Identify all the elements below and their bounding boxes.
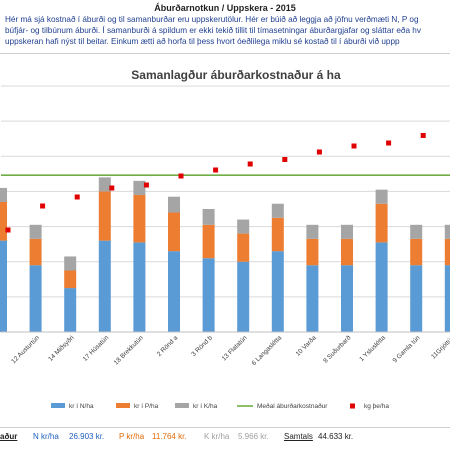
intro-line: uppskeran hafi nýst til beitar. Einkum æ… (5, 37, 400, 46)
k-cost-value: 5.966 kr. (238, 432, 269, 441)
category-label: 17 Húsatún (82, 334, 111, 363)
category-label: 12 Austurtún (10, 334, 41, 365)
bar-segment (237, 233, 250, 262)
yield-marker (386, 140, 392, 146)
bar-segment (341, 238, 353, 266)
bar-segment (29, 265, 42, 332)
p-cost-value: 11.764 kr. (152, 432, 187, 441)
bar-segment (375, 203, 388, 243)
bar-segment (0, 187, 7, 202)
bar-segment (168, 212, 180, 252)
legend-swatch (350, 403, 355, 409)
n-cost-value: 26.903 kr. (69, 432, 105, 441)
yield-marker (5, 227, 11, 233)
bar-segment (64, 270, 77, 289)
bar-segment (410, 238, 423, 266)
legend-swatch (116, 403, 130, 408)
category-label: 6 Langaslétta (251, 334, 284, 367)
n-cost-label: N kr/ha (33, 432, 59, 441)
bar-segment (133, 180, 146, 195)
bar-segment (306, 238, 319, 266)
bar-segment (98, 177, 111, 192)
bar-segment (444, 265, 450, 332)
totals-row: aður N kr/ha 26.903 kr. P kr/ha 11.764 k… (0, 432, 450, 446)
bar-segment (202, 258, 215, 332)
bar-segment (375, 242, 388, 332)
legend-swatch (175, 403, 189, 408)
bar-segment (271, 203, 284, 218)
bar-segment (237, 261, 250, 332)
yield-marker (282, 157, 288, 162)
bar-segment (168, 196, 180, 213)
bar-segment (64, 288, 77, 332)
bar-segment (29, 224, 42, 239)
fertilizer-cost-chart: 12 Austurtún 14 Miðsyðri 17 Húsatún 18 Brek… (0, 85, 450, 410)
legend-label: kr í P/ha (134, 403, 159, 410)
yield-marker (420, 133, 426, 138)
bar-segment (444, 238, 450, 266)
legend-label: kr í K/ha (193, 403, 218, 410)
legend-label: kr í N/ha (69, 403, 94, 410)
bar-segment (410, 224, 423, 239)
bar-segment (306, 224, 319, 239)
total-cost-value: 44.633 kr. (318, 432, 354, 441)
bar-segment (444, 224, 450, 239)
yield-marker (316, 149, 322, 155)
bar-segment (168, 251, 180, 332)
category-label: 14 Miðsyðri (46, 334, 75, 363)
intro-line: búfjár- og tilbúnum áburði. Í samanburði… (5, 26, 421, 35)
p-cost-label: P kr/ha (119, 432, 145, 441)
yield-marker (351, 143, 357, 149)
bar-segment (0, 240, 7, 332)
bar-segment (133, 242, 146, 332)
yield-marker (143, 182, 149, 188)
category-label: 10 Varða (294, 333, 318, 357)
yield-marker (247, 161, 253, 167)
bar-segment (202, 209, 215, 225)
legend-swatch (51, 403, 65, 408)
bar-segment (202, 224, 215, 259)
bar-segment (306, 265, 319, 332)
category-label: 2 Rönd a (156, 334, 180, 358)
category-label: 9 Gamla tún (392, 334, 422, 364)
bar-segment (64, 256, 77, 271)
yield-marker (178, 173, 184, 179)
yield-marker (40, 203, 46, 209)
bar-segment (375, 189, 388, 204)
k-cost-label: K kr/ha (204, 432, 230, 441)
legend-label: Meðal áburðarkostnaður (257, 402, 328, 410)
category-label: 11Grjóttún (430, 334, 450, 360)
bar-segment (271, 217, 284, 252)
bar-segment (133, 194, 146, 243)
category-label: 1 Ysluslétta (358, 334, 387, 363)
intro-line: Hér má sjá kostnað í áburði og til saman… (5, 15, 419, 24)
chart-title: Samanlagður áburðarkostnaður á ha (131, 68, 341, 82)
bar-segment (29, 238, 42, 266)
legend-label: kg þe/ha (364, 403, 389, 410)
bar-segment (98, 240, 111, 332)
category-label: 3 Rönd b (190, 334, 214, 358)
bar-segment (341, 224, 353, 239)
bar-segment (237, 219, 250, 234)
total-cost-label: Samtals (284, 432, 313, 441)
yield-marker (213, 167, 219, 173)
yield-marker (109, 185, 115, 191)
chart-panel: Samanlagður áburðarkostnaður á ha 12 Aus… (0, 53, 450, 428)
intro-text: Hér má sjá kostnað í áburði og til saman… (5, 14, 450, 47)
bar-segment (341, 265, 353, 332)
report-title: Áburðarnotkun / Uppskera - 2015 (154, 3, 296, 13)
totals-label: aður (0, 432, 18, 441)
bar-segment (271, 251, 284, 332)
bar-segment (410, 265, 423, 332)
yield-marker (74, 194, 80, 200)
bar-segment (98, 191, 111, 241)
category-label: 8 Suðurbarð (321, 333, 352, 364)
category-label: 13 Flatatún (221, 334, 249, 362)
category-label: 18 Brekkutún (113, 334, 145, 366)
bar-segment (0, 201, 7, 241)
